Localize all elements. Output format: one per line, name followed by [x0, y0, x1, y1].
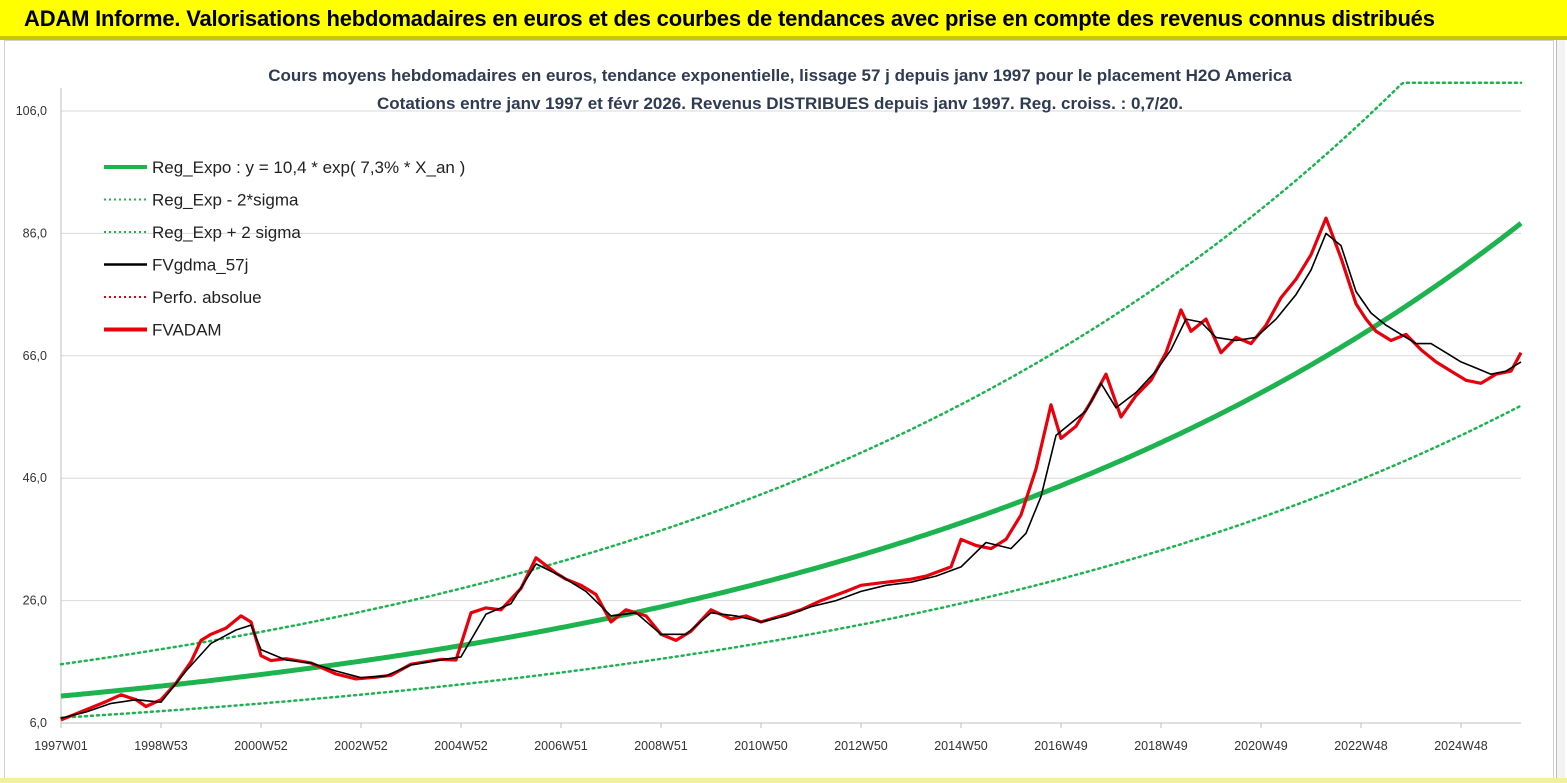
- x-tick-label: 2018W49: [1134, 739, 1188, 753]
- y-axis: 106,0 86,0 66,0 46,0 26,0 6,0: [16, 88, 62, 730]
- y-tick-label: 66,0: [23, 349, 47, 363]
- x-tick-label: 2010W50: [734, 739, 788, 753]
- x-tick-label: 2002W52: [334, 739, 388, 753]
- series-reg-upper: [59, 81, 1523, 666]
- x-tick-label: 1998W53: [134, 739, 188, 753]
- series-layer: [59, 81, 1523, 722]
- series-fvadam: [60, 216, 1523, 722]
- y-tick-label: 6,0: [30, 716, 47, 730]
- x-tick-label: 2006W51: [534, 739, 588, 753]
- series-reg-lower: [59, 404, 1523, 719]
- series-fvgdma-57j: [60, 232, 1522, 719]
- x-tick-label: 2024W48: [1434, 739, 1488, 753]
- x-tick-label: 2020W49: [1234, 739, 1288, 753]
- vertical-scrollbar[interactable]: [1556, 40, 1565, 783]
- x-tick-label: 2008W51: [634, 739, 688, 753]
- legend-label: Reg_Exp + 2 sigma: [152, 223, 301, 242]
- y-tick-label: 46,0: [23, 471, 47, 485]
- legend: Reg_Expo : y = 10,4 * exp( 7,3% * X_an )…: [104, 158, 465, 340]
- y-tick-label: 106,0: [16, 104, 47, 118]
- x-tick-label: 2004W52: [434, 739, 488, 753]
- bottom-divider: [0, 778, 1567, 783]
- y-tick-label: 86,0: [23, 226, 47, 240]
- header-divider: [0, 36, 1567, 40]
- series-reg-expo: [60, 221, 1523, 699]
- chart-title: Cours moyens hebdomadaires en euros, ten…: [268, 66, 1292, 85]
- x-tick-label: 2016W49: [1034, 739, 1088, 753]
- chart-subtitle: Cotations entre janv 1997 et févr 2026. …: [377, 94, 1183, 113]
- page-title: ADAM Informe. Valorisations hebdomadaire…: [24, 6, 1435, 31]
- x-axis: 1997W01 1998W53 2000W52 2002W52 2004W52 2006W…: [34, 722, 1521, 753]
- legend-label: Perfo. absolue: [152, 288, 262, 307]
- header-bar: ADAM Informe. Valorisations hebdomadaire…: [0, 0, 1567, 40]
- x-tick-label: 2022W48: [1334, 739, 1388, 753]
- legend-label: FVADAM: [152, 321, 222, 340]
- legend-label: Reg_Exp - 2*sigma: [152, 191, 299, 210]
- x-tick-label: 1997W01: [34, 739, 88, 753]
- legend-label: FVgdma_57j: [152, 256, 248, 275]
- x-tick-label: 2012W50: [834, 739, 888, 753]
- legend-label: Reg_Expo : y = 10,4 * exp( 7,3% * X_an ): [152, 158, 465, 177]
- y-tick-label: 26,0: [23, 594, 47, 608]
- x-tick-label: 2000W52: [234, 739, 288, 753]
- x-tick-label: 2014W50: [934, 739, 988, 753]
